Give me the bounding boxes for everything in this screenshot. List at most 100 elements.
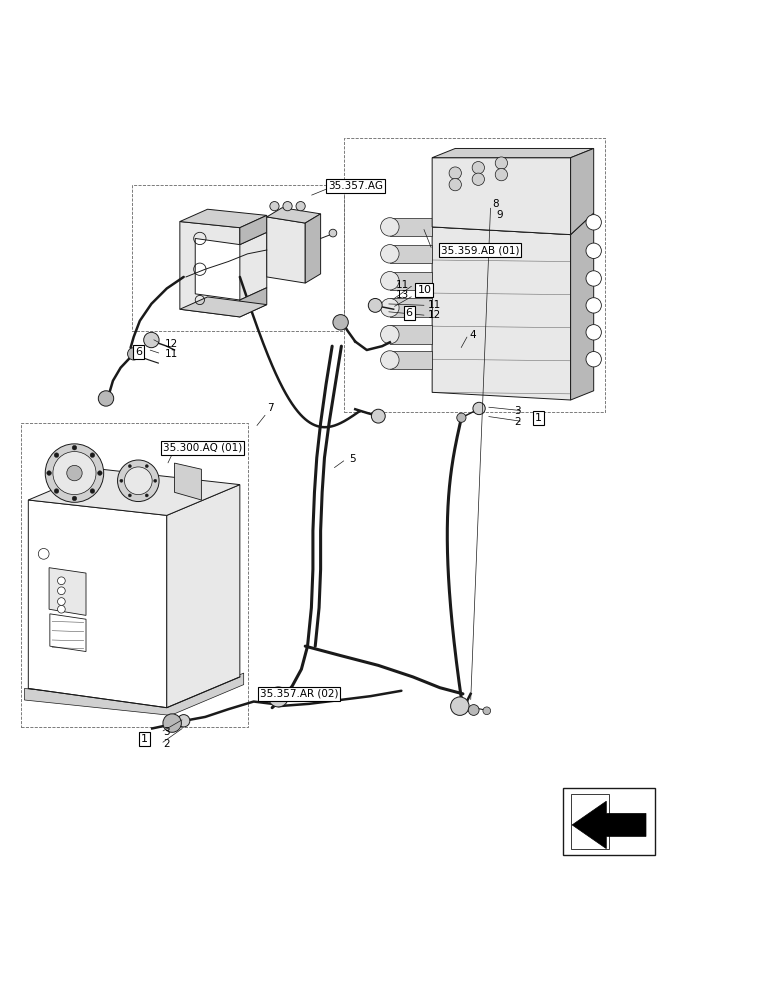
Text: 3: 3	[163, 727, 170, 737]
Circle shape	[296, 202, 305, 211]
Text: 1: 1	[141, 734, 148, 744]
Circle shape	[66, 465, 82, 481]
Circle shape	[46, 444, 103, 502]
Circle shape	[47, 471, 52, 475]
Circle shape	[449, 178, 462, 191]
Circle shape	[90, 453, 95, 457]
Polygon shape	[267, 208, 320, 223]
Circle shape	[586, 325, 601, 340]
Circle shape	[368, 298, 382, 312]
Polygon shape	[240, 215, 267, 245]
Circle shape	[586, 271, 601, 286]
Circle shape	[128, 465, 131, 468]
Text: 2: 2	[514, 417, 521, 427]
Circle shape	[333, 315, 348, 330]
Circle shape	[586, 298, 601, 313]
Polygon shape	[240, 232, 267, 300]
Text: 12: 12	[428, 310, 442, 320]
Polygon shape	[29, 500, 167, 708]
Polygon shape	[432, 158, 571, 235]
Circle shape	[178, 715, 190, 727]
Circle shape	[381, 272, 399, 290]
Polygon shape	[571, 148, 594, 235]
Text: 8: 8	[493, 199, 499, 209]
Text: 5: 5	[350, 454, 356, 464]
Circle shape	[53, 452, 96, 495]
Circle shape	[58, 605, 66, 613]
Circle shape	[145, 465, 148, 468]
Circle shape	[128, 494, 131, 497]
Polygon shape	[390, 245, 432, 263]
Polygon shape	[25, 673, 244, 715]
Circle shape	[58, 577, 66, 585]
Text: 6: 6	[405, 308, 412, 318]
Polygon shape	[305, 214, 320, 283]
Circle shape	[72, 496, 76, 501]
Text: 10: 10	[418, 285, 432, 295]
Circle shape	[472, 162, 485, 174]
Polygon shape	[180, 209, 267, 228]
Circle shape	[58, 587, 66, 595]
Circle shape	[283, 202, 292, 211]
Circle shape	[451, 697, 469, 715]
Circle shape	[127, 348, 140, 360]
Circle shape	[469, 705, 479, 715]
Circle shape	[495, 168, 507, 181]
Text: 13: 13	[396, 290, 409, 300]
Bar	[563, 788, 655, 855]
Polygon shape	[240, 288, 267, 317]
Polygon shape	[572, 801, 646, 849]
Circle shape	[120, 479, 123, 482]
Text: 11: 11	[428, 300, 442, 310]
Circle shape	[72, 445, 76, 450]
Polygon shape	[432, 227, 571, 400]
Circle shape	[381, 245, 399, 263]
Text: 9: 9	[496, 210, 503, 220]
Polygon shape	[174, 463, 201, 500]
Circle shape	[310, 689, 320, 700]
Text: 7: 7	[267, 403, 274, 413]
Circle shape	[449, 167, 462, 179]
Polygon shape	[390, 272, 432, 290]
Circle shape	[163, 714, 181, 732]
Circle shape	[270, 202, 279, 211]
Circle shape	[381, 325, 399, 344]
Text: 2: 2	[163, 739, 170, 749]
Circle shape	[586, 352, 601, 367]
Circle shape	[381, 298, 399, 317]
Text: 11: 11	[164, 349, 178, 359]
Text: 1: 1	[535, 413, 542, 423]
Polygon shape	[390, 298, 432, 317]
Polygon shape	[180, 297, 267, 317]
Circle shape	[381, 351, 399, 369]
Polygon shape	[390, 325, 432, 344]
Circle shape	[124, 467, 152, 495]
Text: 6: 6	[135, 347, 142, 357]
Polygon shape	[180, 222, 240, 317]
Polygon shape	[50, 614, 86, 652]
Text: 35.357.AG: 35.357.AG	[328, 181, 383, 191]
Circle shape	[58, 598, 66, 605]
Circle shape	[495, 157, 507, 169]
Circle shape	[381, 218, 399, 236]
Text: 11: 11	[396, 280, 409, 290]
Text: 35.359.AB (01): 35.359.AB (01)	[441, 245, 519, 255]
Circle shape	[154, 479, 157, 482]
Circle shape	[90, 489, 95, 493]
Circle shape	[98, 391, 113, 406]
Polygon shape	[167, 485, 240, 708]
Text: 4: 4	[469, 330, 476, 340]
Circle shape	[329, 229, 337, 237]
Text: 3: 3	[514, 406, 521, 416]
Circle shape	[473, 402, 486, 415]
Circle shape	[97, 471, 102, 475]
Circle shape	[117, 460, 159, 502]
Text: 35.300.AQ (01): 35.300.AQ (01)	[164, 443, 242, 453]
Text: 35.357.AR (02): 35.357.AR (02)	[260, 689, 338, 699]
Circle shape	[586, 243, 601, 258]
Circle shape	[457, 413, 466, 422]
Polygon shape	[49, 568, 86, 615]
Polygon shape	[571, 213, 594, 400]
Polygon shape	[571, 794, 609, 849]
Polygon shape	[267, 217, 305, 283]
